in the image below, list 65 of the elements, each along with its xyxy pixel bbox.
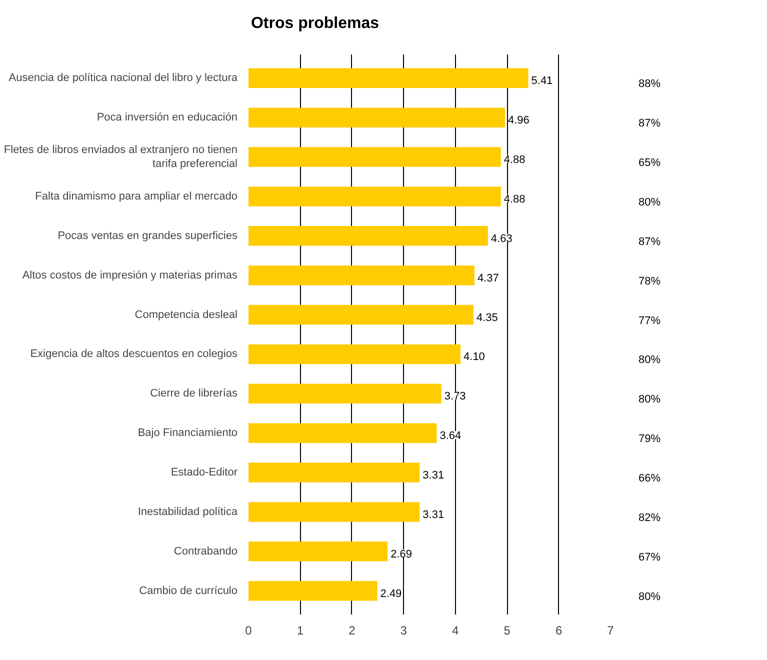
text: 80% xyxy=(638,394,661,406)
text: 79% xyxy=(638,433,661,446)
x-tick-label: 3 xyxy=(400,624,408,638)
data-label: 3.64 xyxy=(440,430,462,442)
bar xyxy=(248,304,474,325)
x-tick-label: 4 xyxy=(452,624,460,638)
text: 80% xyxy=(638,590,661,603)
text: 87% xyxy=(638,118,661,130)
text: 66% xyxy=(638,472,661,485)
data-label: 5.41 xyxy=(531,75,553,88)
text: 67% xyxy=(638,551,661,564)
text: 80% xyxy=(638,196,661,208)
y-tick-label: Exigencia de altos descuentos en colegios xyxy=(30,348,238,360)
bar xyxy=(248,462,420,482)
y-tick-label: Pocas ventas en grandes superficies xyxy=(58,230,238,242)
data-label: 2.49 xyxy=(380,588,402,600)
data-label: 3.31 xyxy=(422,470,444,482)
text: 80% xyxy=(638,354,661,366)
bar xyxy=(248,226,488,246)
text: 87% xyxy=(638,236,661,248)
y-tick-label: Bajo Financiamiento xyxy=(138,427,238,440)
data-label: 2.69 xyxy=(390,548,412,560)
bar xyxy=(248,542,388,562)
bar xyxy=(248,108,506,128)
x-tick-label: 7 xyxy=(607,624,614,638)
bar xyxy=(248,502,420,522)
bar xyxy=(248,147,501,167)
text: 78% xyxy=(638,275,661,288)
data-label: 4.37 xyxy=(477,272,499,284)
x-tick-label: 2 xyxy=(348,624,356,638)
bar xyxy=(248,68,528,88)
x-tick-label: 5 xyxy=(504,624,511,638)
data-label: 4.35 xyxy=(476,312,498,324)
bar xyxy=(248,344,461,364)
y-tick-label: Poca inversión en educación xyxy=(96,112,238,124)
data-label: 4.63 xyxy=(490,232,512,245)
data-label: 3.73 xyxy=(444,390,466,403)
y-tick-label: Contrabando xyxy=(174,545,238,558)
bar xyxy=(248,265,474,286)
y-tick-label: Altos costos de impresión y materias primas xyxy=(22,269,238,282)
data-label: 4.96 xyxy=(508,114,530,127)
data-label: 4.88 xyxy=(504,154,526,166)
y-tick-label: Inestabilidad política xyxy=(138,506,238,518)
x-tick-label: 0 xyxy=(245,624,252,638)
data-label: 3.31 xyxy=(422,508,444,521)
text: 65% xyxy=(638,157,661,170)
data-label: 4.88 xyxy=(504,193,526,206)
x-tick-label: 1 xyxy=(296,624,304,638)
y-tick-label: Cierre de librerías xyxy=(150,388,238,400)
bar xyxy=(248,384,442,404)
bar xyxy=(248,186,501,206)
text: 82% xyxy=(638,512,661,524)
text: 88% xyxy=(638,78,661,90)
bar xyxy=(248,423,437,443)
text: 77% xyxy=(638,314,661,327)
data-label: 4.10 xyxy=(464,351,485,364)
y-tick-label: Estado-Editor xyxy=(170,466,238,479)
chart-title: Otros problemas xyxy=(250,14,380,34)
y-tick-label: Competencia desleal xyxy=(134,308,238,321)
y-tick-label: Fletes de libros enviados al extranjero no tienen tarifa preferencial xyxy=(4,144,238,170)
y-tick-label: Cambio de currículo xyxy=(139,584,238,597)
y-tick-label: Ausencia de política nacional del libro y lectura xyxy=(8,72,238,84)
x-tick-label: 6 xyxy=(555,624,562,638)
bar xyxy=(248,580,378,601)
y-tick-label: Falta dinamismo para ampliar el mercado xyxy=(35,190,238,202)
